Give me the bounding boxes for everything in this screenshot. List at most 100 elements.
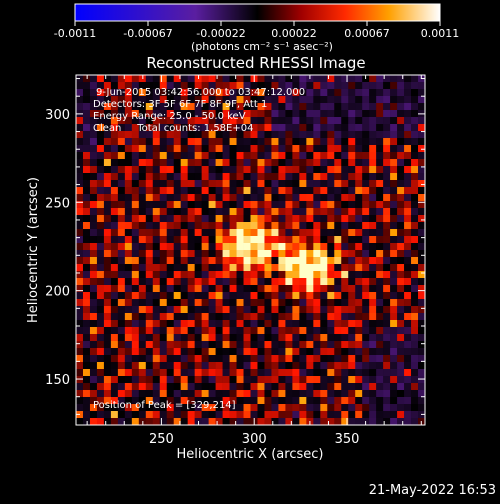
image-pixel [110,201,119,209]
image-pixel [166,306,175,314]
image-pixel [194,355,202,363]
image-pixel [299,320,307,328]
image-pixel [110,292,119,300]
image-pixel [145,320,154,328]
image-pixel [411,138,419,146]
image-pixel [271,166,279,174]
image-pixel [383,173,391,181]
image-pixel [215,285,223,293]
image-pixel [201,138,209,146]
image-pixel [152,124,161,132]
image-pixel [271,397,279,405]
image-pixel [138,145,147,153]
image-pixel [313,285,321,293]
image-pixel [103,285,112,293]
image-pixel [166,250,175,258]
image-pixel [124,355,133,363]
image-pixel [397,327,405,335]
colorbar-ticks [74,21,441,26]
image-pixel [355,243,363,251]
image-pixel [152,208,161,216]
image-pixel [236,418,244,425]
image-pixel [96,194,105,202]
image-pixel [194,180,202,188]
image-pixel [159,152,168,160]
image-pixel [292,194,300,202]
image-pixel [201,257,209,265]
image-pixel [82,159,91,167]
image-pixel [376,201,384,209]
image-pixel [257,362,265,370]
image-pixel [285,96,293,104]
image-pixel [145,117,154,125]
image-pixel [355,75,363,83]
image-pixel [117,299,126,307]
image-pixel [257,404,265,412]
image-pixel [180,271,188,279]
image-pixel [138,103,147,111]
image-pixel [82,103,91,111]
image-pixel [173,292,181,300]
image-pixel [250,187,258,195]
image-pixel [390,376,398,384]
image-pixel [124,166,133,174]
image-pixel [390,327,398,335]
image-pixel [117,341,126,349]
image-pixel [124,348,133,356]
image-pixel [187,82,195,90]
image-pixel [243,313,251,321]
image-pixel [306,327,314,335]
image-pixel [236,271,244,279]
y-tick-label: 200 [45,285,70,300]
image-pixel [166,131,175,139]
image-pixel [187,201,195,209]
image-pixel [166,117,175,125]
image-pixel [138,397,147,405]
image-pixel [341,278,349,286]
image-pixel [390,110,398,118]
image-pixel [229,229,237,237]
image-pixel [138,250,147,258]
image-pixel [208,341,216,349]
image-pixel [264,110,272,118]
image-pixel [236,166,244,174]
image-pixel [411,145,419,153]
image-pixel [82,201,91,209]
image-pixel [138,411,147,419]
image-pixel [96,355,105,363]
image-pixel [201,110,209,118]
image-pixel [390,82,398,90]
image-pixel [110,222,119,230]
image-pixel [278,411,286,419]
image-pixel [96,117,105,125]
image-pixel [201,306,209,314]
image-pixel [117,229,126,237]
image-pixel [264,390,272,398]
image-pixel [250,306,258,314]
image-pixel [299,243,307,251]
image-pixel [390,369,398,377]
image-pixel [411,166,419,174]
image-pixel [278,159,286,167]
image-pixel [222,418,230,425]
image-pixel [369,131,377,139]
image-pixel [208,369,216,377]
image-pixel [145,397,154,405]
image-pixel [418,236,425,244]
image-pixel [334,341,342,349]
image-pixel [76,208,84,216]
image-pixel [103,327,112,335]
image-pixel [313,103,321,111]
image-pixel [250,96,258,104]
image-pixel [229,369,237,377]
image-pixel [138,180,147,188]
image-pixel [131,166,140,174]
image-pixel [124,229,133,237]
image-pixel [215,383,223,391]
image-pixel [362,194,370,202]
image-pixel [355,418,363,425]
image-pixel [159,145,168,153]
image-pixel [327,117,335,125]
image-pixel [257,236,265,244]
image-pixel [376,180,384,188]
